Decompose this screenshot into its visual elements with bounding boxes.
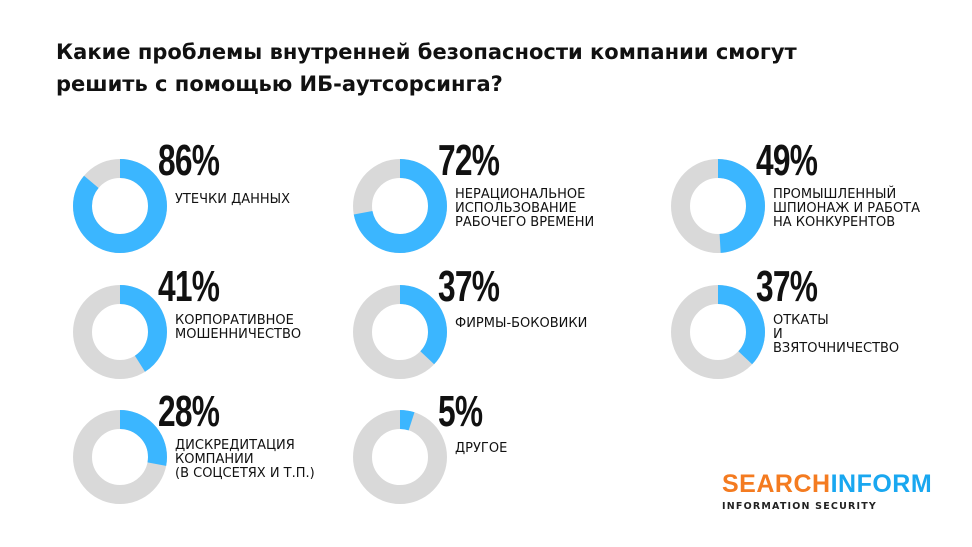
chart-title: Какие проблемы внутренней безопасности к… — [56, 40, 797, 96]
category-label: Откаты и взяточничество — [773, 313, 900, 356]
percent-label: 37% — [756, 262, 818, 311]
percent-label: 86% — [158, 136, 220, 185]
percent-label: 28% — [158, 387, 220, 436]
percent-label: 5% — [438, 387, 483, 436]
logo-part1: SEARCH — [722, 470, 831, 498]
logo-part2: INFORM — [830, 470, 933, 498]
donut-remainder — [353, 410, 447, 504]
donut-value-arc — [353, 285, 447, 379]
searchinform-logo: SEARCHINFORM INFORMATION SECURITY — [722, 470, 932, 512]
donut-value-arc — [353, 410, 447, 504]
percent-label: 41% — [158, 262, 220, 311]
percent-label: 72% — [438, 136, 500, 185]
donut-value-arc — [353, 159, 447, 253]
category-label: Корпоративное мошенничество — [175, 313, 302, 342]
percent-label: 37% — [438, 262, 500, 311]
donut-value-arc — [73, 285, 167, 379]
donut-value-arc — [671, 285, 765, 379]
donut-value-arc — [671, 159, 765, 253]
logo-tagline: INFORMATION SECURITY — [722, 501, 878, 512]
category-label: Утечки данных — [175, 192, 291, 207]
category-label: Нерациональное использование рабочего врем… — [455, 187, 595, 230]
category-label: Другое — [455, 441, 508, 456]
category-label: Фирмы-боковики — [455, 316, 588, 331]
category-label: Промышленный шпионаж и работа на конкурент… — [773, 187, 921, 230]
category-label: Дискредитация компании (в соцсетях и т.п.) — [175, 438, 315, 481]
donut-value-arc — [73, 410, 167, 504]
percent-label: 49% — [756, 136, 818, 185]
donut-value-arc — [73, 159, 167, 253]
